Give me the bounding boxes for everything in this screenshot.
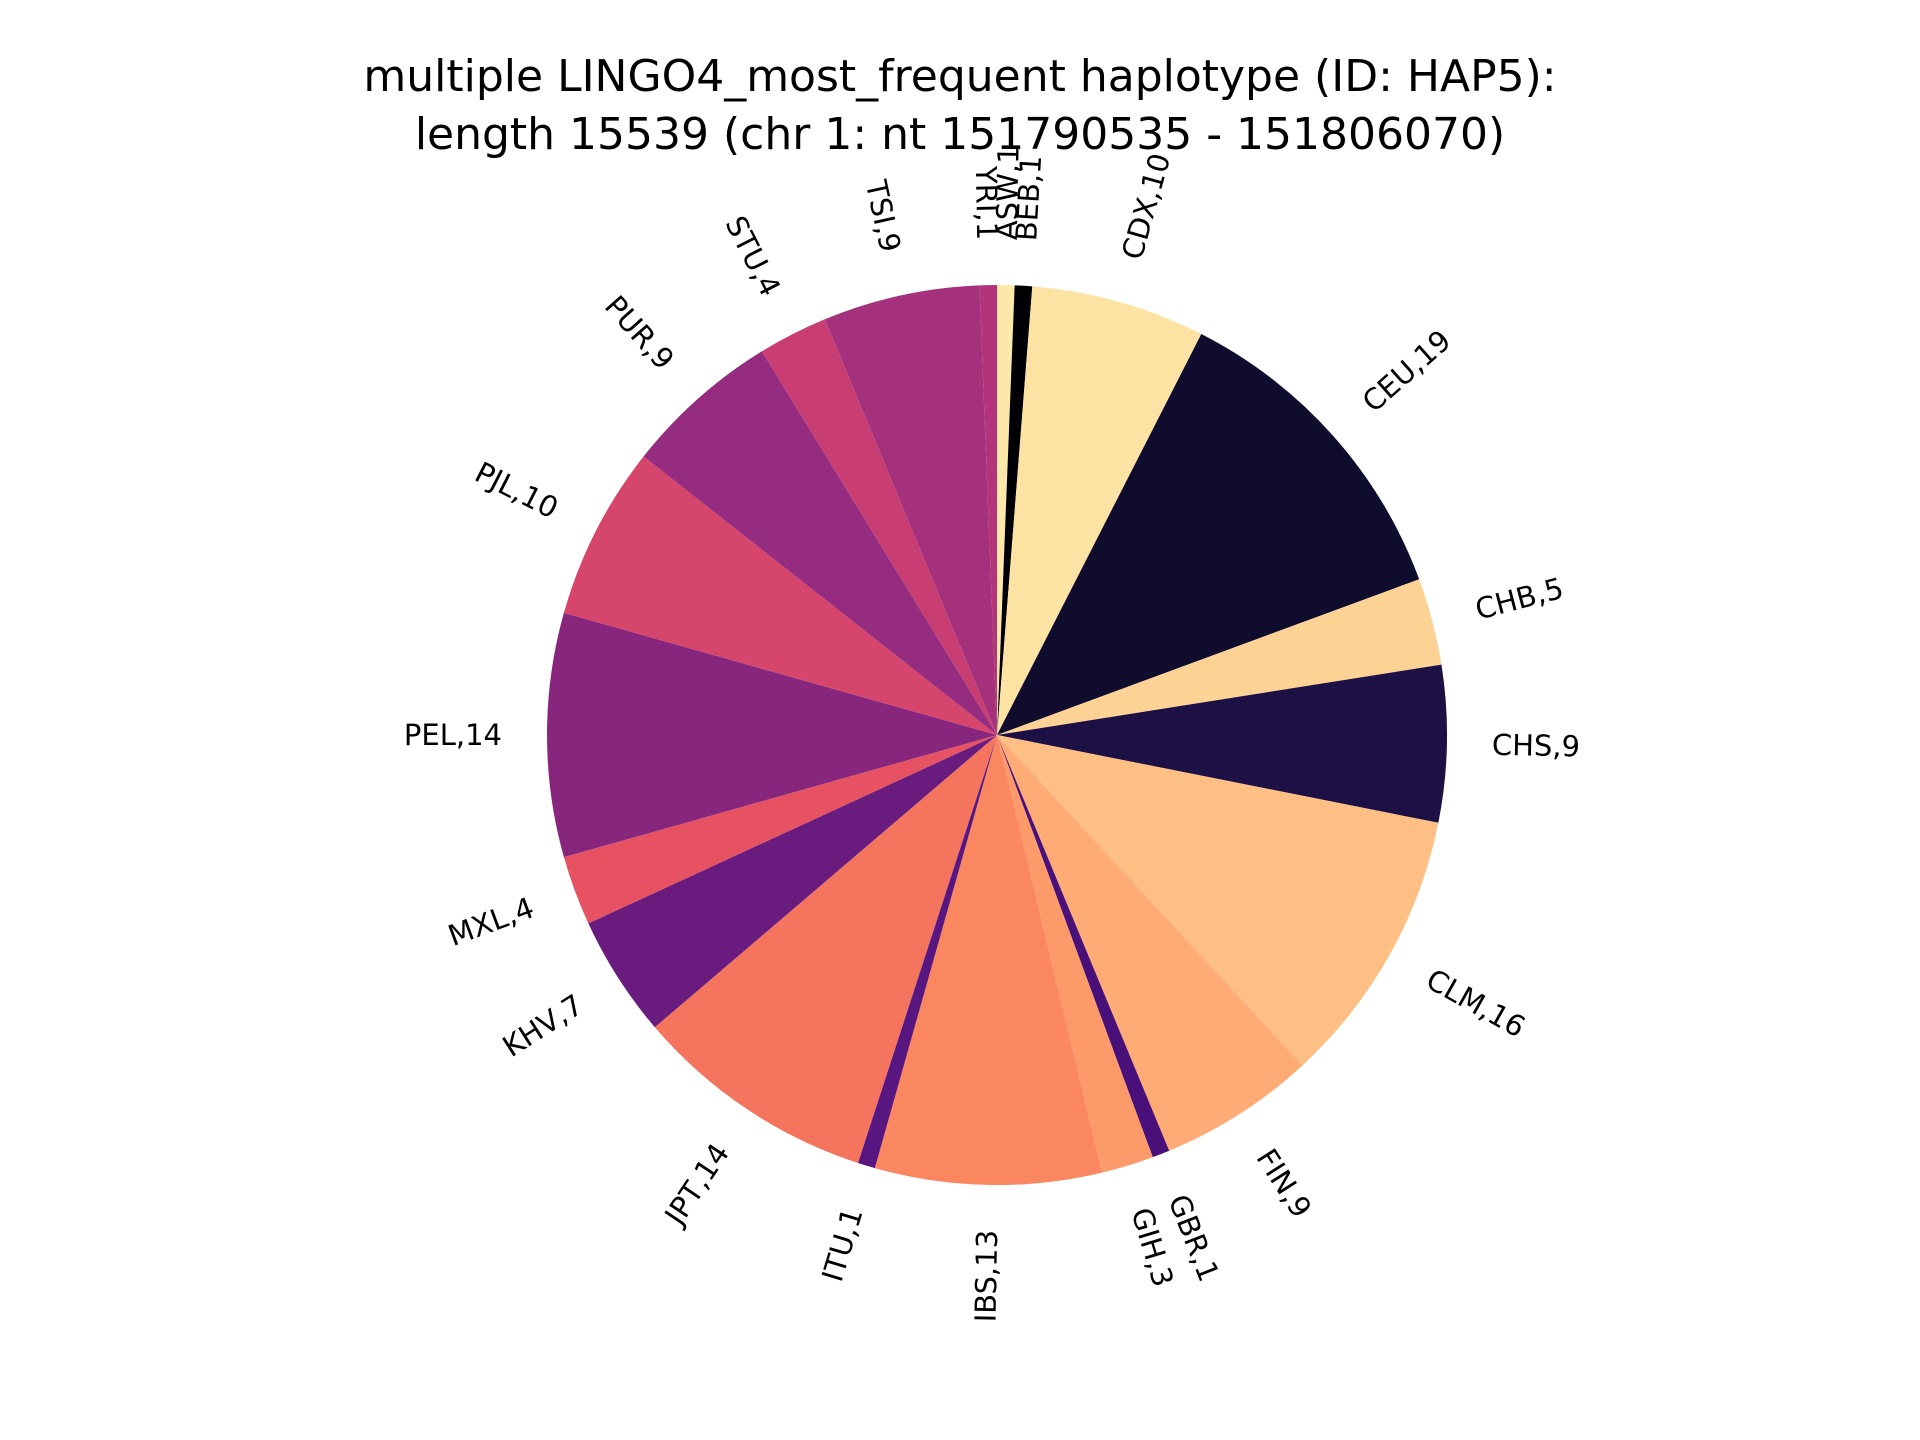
pie-slice-pjl bbox=[563, 456, 997, 735]
pie-slice-yri bbox=[979, 285, 997, 735]
slice-label-jpt: JPT,14 bbox=[657, 1137, 736, 1232]
pie-slice-gbr bbox=[997, 735, 1170, 1158]
slice-label-asw: ASW,1 bbox=[990, 145, 1026, 240]
chart-title: multiple LINGO4_most_frequent haplotype … bbox=[0, 48, 1920, 164]
pie-slice-beb bbox=[997, 285, 1033, 735]
pie-slice-ceu bbox=[997, 334, 1420, 735]
slice-label-cdx: CDX,10 bbox=[1115, 149, 1177, 263]
slice-label-stu: STU,4 bbox=[719, 210, 788, 301]
slice-label-pjl: PJL,10 bbox=[470, 455, 564, 525]
pie-slice-chb bbox=[997, 579, 1442, 735]
pie-slice-jpt bbox=[654, 735, 997, 1163]
slice-label-khv: KHV,7 bbox=[497, 988, 590, 1064]
slice-label-mxl: MXL,4 bbox=[443, 890, 538, 953]
slice-label-yri: YRI,1 bbox=[969, 165, 1004, 241]
slice-label-tsi: TSI,9 bbox=[859, 176, 908, 255]
pie-slice-gih bbox=[997, 735, 1153, 1173]
pie-slice-ibs bbox=[874, 735, 1103, 1185]
slice-label-chs: CHS,9 bbox=[1492, 728, 1581, 764]
slice-label-ibs: IBS,13 bbox=[968, 1230, 1004, 1323]
pie-slice-tsi bbox=[824, 285, 997, 735]
pie-slice-asw bbox=[997, 285, 1015, 735]
pie-slice-clm bbox=[997, 735, 1439, 1066]
pie-slice-fin bbox=[997, 735, 1303, 1151]
slice-label-beb: BEB,1 bbox=[1009, 154, 1048, 242]
pie-slice-pur bbox=[643, 351, 997, 735]
slice-label-ceu: CEU,19 bbox=[1356, 323, 1458, 419]
pie-slice-pel bbox=[547, 612, 997, 858]
slice-label-fin: FIN,9 bbox=[1250, 1143, 1319, 1224]
pie-slice-itu bbox=[857, 735, 997, 1169]
slice-label-clm: CLM,16 bbox=[1421, 962, 1531, 1044]
pie-slice-stu bbox=[761, 319, 997, 735]
slice-label-pel: PEL,14 bbox=[404, 718, 502, 752]
pie-slice-mxl bbox=[563, 735, 997, 924]
slice-label-pur: PUR,9 bbox=[598, 289, 681, 376]
slice-label-itu: ITU,1 bbox=[815, 1204, 869, 1286]
pie-slice-khv bbox=[588, 735, 997, 1028]
chart-subtitle-line-2: length 15539 (chr 1: nt 151790535 - 1518… bbox=[414, 109, 1506, 160]
chart-title-line-1: multiple LINGO4_most_frequent haplotype … bbox=[363, 51, 1557, 102]
pie-slice-chs bbox=[997, 664, 1448, 823]
pie-slice-cdx bbox=[997, 286, 1202, 735]
pie-slices bbox=[547, 285, 1448, 1185]
slice-label-chb: CHB,5 bbox=[1472, 571, 1567, 627]
